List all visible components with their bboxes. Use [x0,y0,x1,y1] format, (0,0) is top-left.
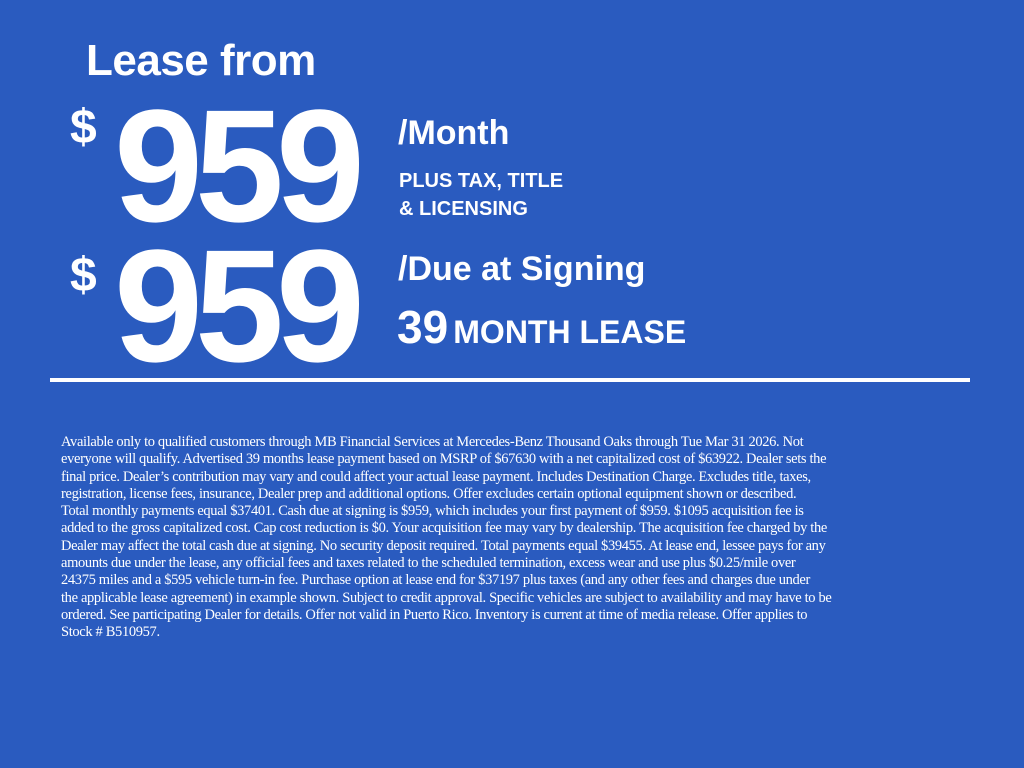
divider [50,378,970,382]
disclaimer-line: ordered. See participating Dealer for de… [61,606,808,623]
lease-term: 39 MONTH LEASE [397,300,686,354]
disclaimer-line: added to the gross capitalized cost. Cap… [61,520,827,537]
disclaimer-line: Dealer may affect the total cash due at … [61,537,826,554]
term-label: MONTH LEASE [453,314,687,350]
disclaimer-line: final price. Dealer’s contribution may v… [61,468,811,485]
disclaimer-line: Stock # B510957. [61,624,160,641]
monthly-amount: 959 [114,76,365,255]
headline: Lease from [86,36,316,85]
disclaimer-line: registration, license fees, insurance, D… [61,485,797,502]
due-amount: 959 [114,216,365,395]
disclaimer-line: the applicable lease agreement) in examp… [61,589,832,606]
disclaimer-line: everyone will qualify. Advertised 39 mon… [61,451,827,468]
monthly-currency: $ [70,101,97,154]
tax-note-line1: PLUS TAX, TITLE [399,170,564,192]
disclaimer-line: Total monthly payments equal $37401. Cas… [61,503,804,520]
due-unit: /Due at Signing [398,250,646,288]
disclaimer-line: Available only to qualified customers th… [61,434,804,450]
disclaimer-line: 24375 miles and a $595 vehicle turn-in f… [61,572,810,589]
tax-note-line2: & LICENSING [399,198,528,220]
due-currency: $ [70,249,97,302]
disclaimer: Available only to qualified customers th… [61,434,832,642]
tax-note: PLUS TAX, TITLE & LICENSING [399,167,563,223]
disclaimer-line: amounts due under the lease, any officia… [61,555,796,572]
monthly-unit: /Month [398,114,510,152]
term-months: 39 [397,301,449,353]
